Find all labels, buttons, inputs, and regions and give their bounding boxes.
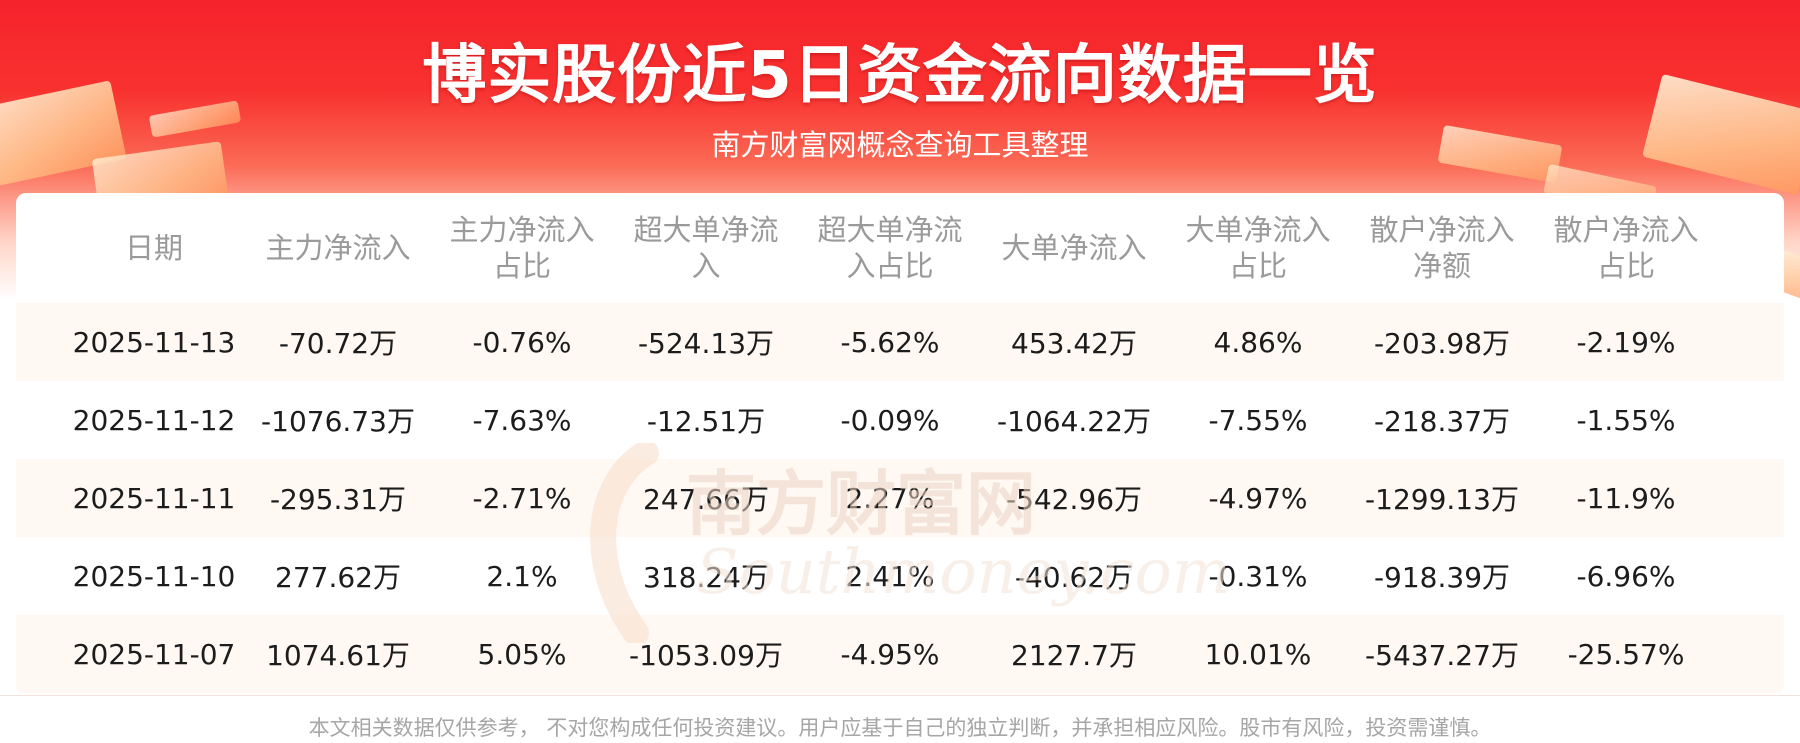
- column-header-col-main-net: 主力净流入: [246, 193, 430, 303]
- table-cell-col-main-net: 277.62万: [275, 561, 401, 594]
- table-cell-col-main-net: -295.31万: [269, 483, 407, 516]
- table-cell-col-main-pct: -7.63%: [472, 403, 572, 437]
- table-cell-col-xl-pct: -0.09%: [840, 403, 940, 437]
- table-cell-col-date: 2025-11-07: [72, 637, 236, 671]
- column-header-col-large-net: 大单净流入: [982, 193, 1166, 303]
- table-cell-col-retail-net: -5437.27万: [1365, 639, 1519, 672]
- table-cell-col-main-pct: 2.1%: [486, 559, 558, 593]
- column-header-label: 大单净流入: [1001, 231, 1147, 265]
- table-cell-col-date: 2025-11-12: [72, 403, 236, 437]
- table-cell-col-xl-pct: -4.95%: [840, 637, 940, 671]
- page-subtitle: 南方财富网概念查询工具整理: [711, 128, 1089, 162]
- page-title: 博实股份近5日资金流向数据一览: [422, 39, 1378, 113]
- table-row: 2025-11-10 277.62万 2.1% 318.24万 2.41% -40.62万…: [16, 537, 1784, 615]
- table-cell-col-retail-pct: -11.9%: [1576, 481, 1676, 515]
- table-cell-col-main-pct: -0.76%: [472, 325, 572, 359]
- table-row: 2025-11-13 -70.72万 -0.76% -524.13万 -5.62% 453…: [16, 303, 1784, 381]
- column-header-col-date: 日期: [62, 193, 246, 303]
- table-cell-col-xl-pct: 2.41%: [845, 559, 935, 593]
- table-cell-col-large-pct: -0.31%: [1208, 559, 1308, 593]
- table-cell-col-large-pct: 10.01%: [1204, 637, 1312, 671]
- table-cell-col-main-pct: -2.71%: [472, 481, 572, 515]
- column-header-label: 主力净流入占比: [449, 213, 595, 283]
- table-header: 日期 主力净流入 主力净流入占比 超大单净流入 超大单净流入占比 大单净流入 大单净流入占比…: [16, 193, 1784, 303]
- table-cell-col-large-net: -1064.22万: [997, 405, 1151, 438]
- table-cell-col-large-pct: 4.86%: [1213, 325, 1303, 359]
- table-cell-col-retail-pct: -25.57%: [1567, 637, 1685, 671]
- table-cell-col-xl-net: 247.66万: [643, 483, 769, 516]
- table-cell-col-date: 2025-11-13: [72, 325, 236, 359]
- column-header-label: 超大单净流入: [633, 213, 779, 283]
- table-cell-col-retail-pct: -2.19%: [1576, 325, 1676, 359]
- table-cell-col-date: 2025-11-11: [72, 481, 236, 515]
- table-cell-col-retail-net: -918.39万: [1373, 561, 1511, 594]
- table-cell-col-xl-pct: -5.62%: [840, 325, 940, 359]
- column-header-col-xl-net: 超大单净流入: [614, 193, 798, 303]
- column-header-label: 超大单净流入占比: [817, 213, 963, 283]
- column-header-col-retail-pct: 散户净流入占比: [1534, 193, 1718, 303]
- table-cell-col-retail-net: -203.98万: [1373, 327, 1511, 360]
- table-cell-col-xl-net: -524.13万: [637, 327, 775, 360]
- table-cell-col-main-net: 1074.61万: [266, 639, 410, 672]
- column-header-col-xl-pct: 超大单净流入占比: [798, 193, 982, 303]
- table-cell-col-large-net: 453.42万: [1011, 327, 1137, 360]
- table-cell-col-retail-net: -1299.13万: [1365, 483, 1519, 516]
- column-header-label: 大单净流入占比: [1185, 213, 1331, 283]
- table-cell-col-large-net: -542.96万: [1005, 483, 1143, 516]
- column-header-col-large-pct: 大单净流入占比: [1166, 193, 1350, 303]
- table-row: 2025-11-07 1074.61万 5.05% -1053.09万 -4.95% 21…: [16, 615, 1784, 693]
- table-cell-col-main-net: -70.72万: [278, 327, 398, 360]
- table-cell-col-main-pct: 5.05%: [477, 637, 567, 671]
- column-header-label: 主力净流入: [265, 231, 411, 265]
- table-row: 2025-11-11 -295.31万 -2.71% 247.66万 2.27% -542…: [16, 459, 1784, 537]
- table-cell-col-retail-pct: -1.55%: [1576, 403, 1676, 437]
- table-cell-col-xl-net: -1053.09万: [629, 639, 783, 672]
- table-cell-col-date: 2025-11-10: [72, 559, 236, 593]
- table-cell-col-xl-net: 318.24万: [643, 561, 769, 594]
- table-cell-col-large-net: 2127.7万: [1011, 639, 1137, 672]
- column-header-col-retail-net: 散户净流入净额: [1350, 193, 1534, 303]
- column-header-label: 散户净流入净额: [1369, 213, 1515, 283]
- table-row: 2025-11-12 -1076.73万 -7.63% -12.51万 -0.09% -1…: [16, 381, 1784, 459]
- column-header-label: 日期: [124, 231, 183, 265]
- table-cell-col-xl-pct: 2.27%: [845, 481, 935, 515]
- table-cell-col-xl-net: -12.51万: [646, 405, 766, 438]
- data-table-card: 日期 主力净流入 主力净流入占比 超大单净流入 超大单净流入占比 大单净流入 大单净流入占比…: [16, 193, 1784, 695]
- table-cell-col-large-net: -40.62万: [1014, 561, 1134, 594]
- disclaimer-text: 本文相关数据仅供参考， 不对您构成任何投资建议。用户应基于自己的独立判断，并承担…: [308, 716, 1492, 740]
- table-cell-col-retail-pct: -6.96%: [1576, 559, 1676, 593]
- table-cell-col-large-pct: -4.97%: [1208, 481, 1308, 515]
- column-header-label: 散户净流入占比: [1553, 213, 1699, 283]
- table-cell-col-main-net: -1076.73万: [261, 405, 415, 438]
- table-cell-col-retail-net: -218.37万: [1373, 405, 1511, 438]
- column-header-col-main-pct: 主力净流入占比: [430, 193, 614, 303]
- footer-divider: [0, 695, 1800, 696]
- table-cell-col-large-pct: -7.55%: [1208, 403, 1308, 437]
